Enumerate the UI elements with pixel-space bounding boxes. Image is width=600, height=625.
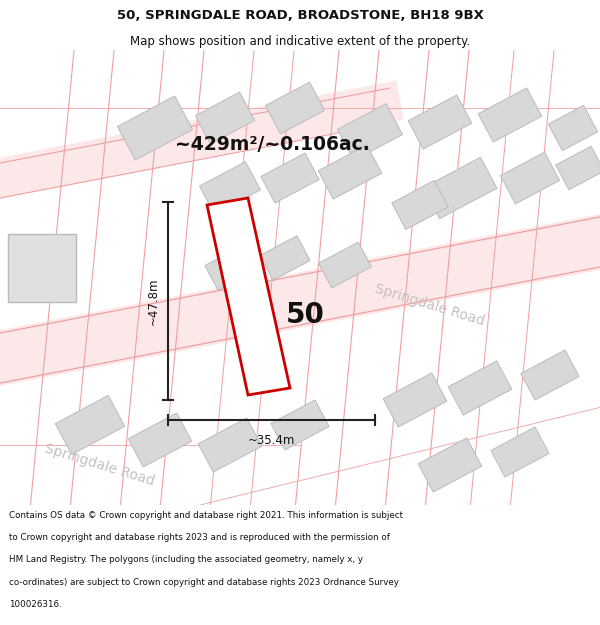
Polygon shape bbox=[196, 92, 254, 144]
Polygon shape bbox=[478, 88, 542, 142]
Polygon shape bbox=[0, 81, 404, 199]
Polygon shape bbox=[423, 158, 497, 219]
Text: ~35.4m: ~35.4m bbox=[248, 434, 295, 447]
Text: 50, SPRINGDALE ROAD, BROADSTONE, BH18 9BX: 50, SPRINGDALE ROAD, BROADSTONE, BH18 9B… bbox=[116, 9, 484, 22]
Polygon shape bbox=[198, 418, 262, 472]
Polygon shape bbox=[0, 213, 600, 387]
Polygon shape bbox=[548, 106, 598, 151]
Text: HM Land Registry. The polygons (including the associated geometry, namely x, y: HM Land Registry. The polygons (includin… bbox=[9, 556, 363, 564]
Polygon shape bbox=[55, 396, 125, 454]
Text: Springdale Road: Springdale Road bbox=[43, 442, 157, 488]
Text: Contains OS data © Crown copyright and database right 2021. This information is : Contains OS data © Crown copyright and d… bbox=[9, 511, 403, 520]
Polygon shape bbox=[338, 104, 403, 161]
Polygon shape bbox=[448, 361, 512, 415]
Polygon shape bbox=[408, 95, 472, 149]
Polygon shape bbox=[271, 400, 329, 450]
Polygon shape bbox=[205, 246, 255, 290]
Text: to Crown copyright and database rights 2023 and is reproduced with the permissio: to Crown copyright and database rights 2… bbox=[9, 533, 390, 542]
Polygon shape bbox=[319, 242, 371, 288]
Polygon shape bbox=[521, 350, 579, 400]
Text: ~47.8m: ~47.8m bbox=[147, 278, 160, 325]
Polygon shape bbox=[556, 146, 600, 190]
Polygon shape bbox=[118, 96, 193, 160]
Polygon shape bbox=[318, 145, 382, 199]
Polygon shape bbox=[265, 82, 325, 134]
Text: 50: 50 bbox=[286, 301, 325, 329]
Text: co-ordinates) are subject to Crown copyright and database rights 2023 Ordnance S: co-ordinates) are subject to Crown copyr… bbox=[9, 578, 399, 587]
Polygon shape bbox=[260, 236, 310, 280]
Polygon shape bbox=[200, 162, 260, 214]
Polygon shape bbox=[491, 427, 549, 477]
Polygon shape bbox=[418, 438, 482, 492]
Text: Map shows position and indicative extent of the property.: Map shows position and indicative extent… bbox=[130, 35, 470, 48]
Polygon shape bbox=[128, 413, 192, 467]
Polygon shape bbox=[261, 153, 319, 203]
Polygon shape bbox=[8, 234, 76, 302]
Polygon shape bbox=[383, 373, 447, 427]
Text: 100026316.: 100026316. bbox=[9, 600, 62, 609]
Polygon shape bbox=[500, 152, 560, 204]
Text: ~429m²/~0.106ac.: ~429m²/~0.106ac. bbox=[175, 135, 370, 154]
Polygon shape bbox=[207, 198, 290, 395]
Text: Springdale Road: Springdale Road bbox=[373, 282, 487, 328]
Polygon shape bbox=[392, 181, 448, 229]
